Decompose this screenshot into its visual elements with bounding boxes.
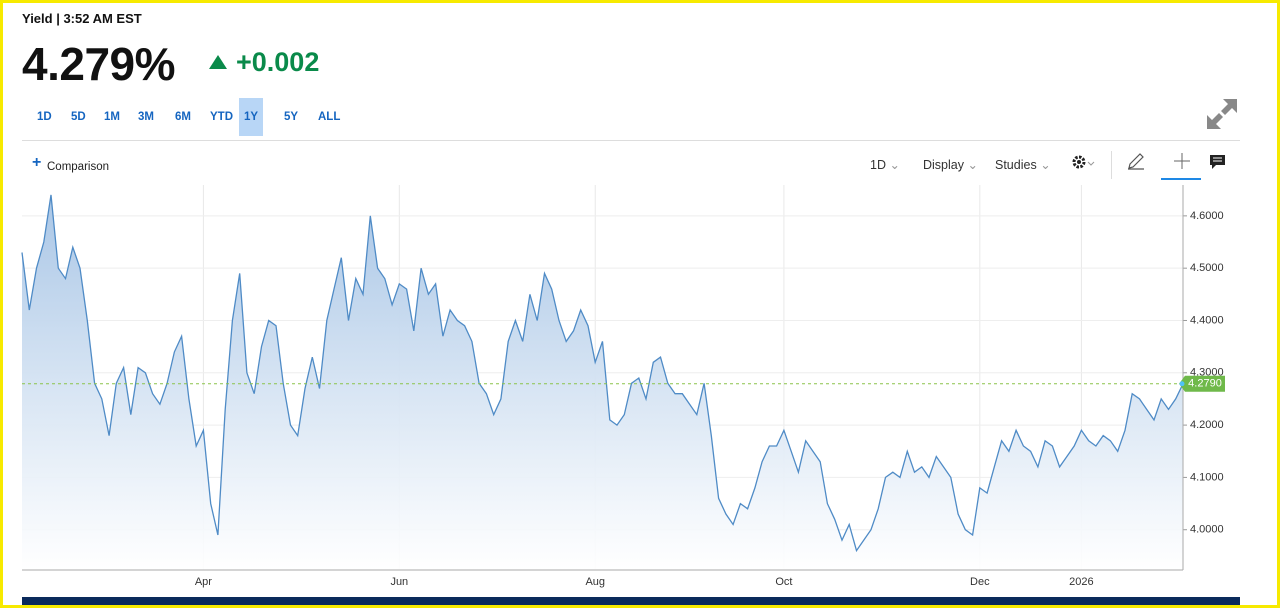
comment-icon[interactable] [1208,153,1228,171]
current-value-label: 4.2790 [1188,378,1222,390]
y-tick-label: 4.3000 [1190,367,1224,379]
y-tick-label: 4.0000 [1190,524,1224,536]
range-button[interactable]: 5D [71,111,86,123]
up-arrow [209,55,227,69]
range-button[interactable]: ALL [318,111,341,123]
x-tick-label: 2026 [1069,576,1093,588]
area [22,194,1183,570]
quote-change: +0.002 [236,47,320,77]
line [21,194,1184,553]
display-label: Display [923,158,964,172]
y-tick-label: 4.6000 [1190,210,1224,222]
range-button[interactable]: 6M [175,111,191,123]
quote-price: 4.279% [22,38,176,90]
current-value-badge [1179,375,1225,392]
quote-title: Yield | 3:52 AM EST [22,11,142,26]
studies-label: Studies [995,158,1037,172]
range-button[interactable]: 1Y [239,98,264,136]
range-button[interactable]: 5Y [284,111,299,123]
y-tick-label: 4.1000 [1190,471,1224,483]
y-tick-label: 4.4000 [1190,314,1224,326]
studies-button[interactable]: Studies ⌄ [995,158,1051,172]
chart: Apr Jun Aug Oct Dec 2026 4.0000 4.1000 4.2000 4.3… [21,185,1225,588]
range-button[interactable]: YTD [210,111,233,123]
x-tick-label: Oct [775,576,792,588]
draw-icon[interactable] [1126,151,1146,171]
range-button[interactable]: 1M [104,111,120,123]
range-button[interactable]: 3M [138,111,154,123]
plus-icon[interactable]: + [32,154,42,171]
y-tick-label: 4.5000 [1190,262,1224,274]
separator [22,140,1240,141]
interval-label: 1D [870,158,886,172]
expand-icon[interactable] [1205,97,1239,131]
x-tick-label: Jun [390,576,408,588]
range-button[interactable]: 1D [37,111,52,123]
interval-button[interactable]: 1D ⌄ [870,158,900,172]
comparison-button[interactable]: Comparison [47,161,109,173]
x-tick-label: Apr [195,576,212,588]
x-tick-label: Dec [970,576,990,588]
display-button[interactable]: Display ⌄ [923,158,978,172]
toolbar-divider [1111,151,1112,179]
footer-bar [22,597,1240,605]
settings-icon[interactable] [1071,153,1107,173]
x-tick-label: Aug [585,576,605,588]
current-value-dot [1179,381,1185,387]
crosshair-icon[interactable] [1161,149,1203,181]
y-tick-label: 4.2000 [1190,419,1224,431]
